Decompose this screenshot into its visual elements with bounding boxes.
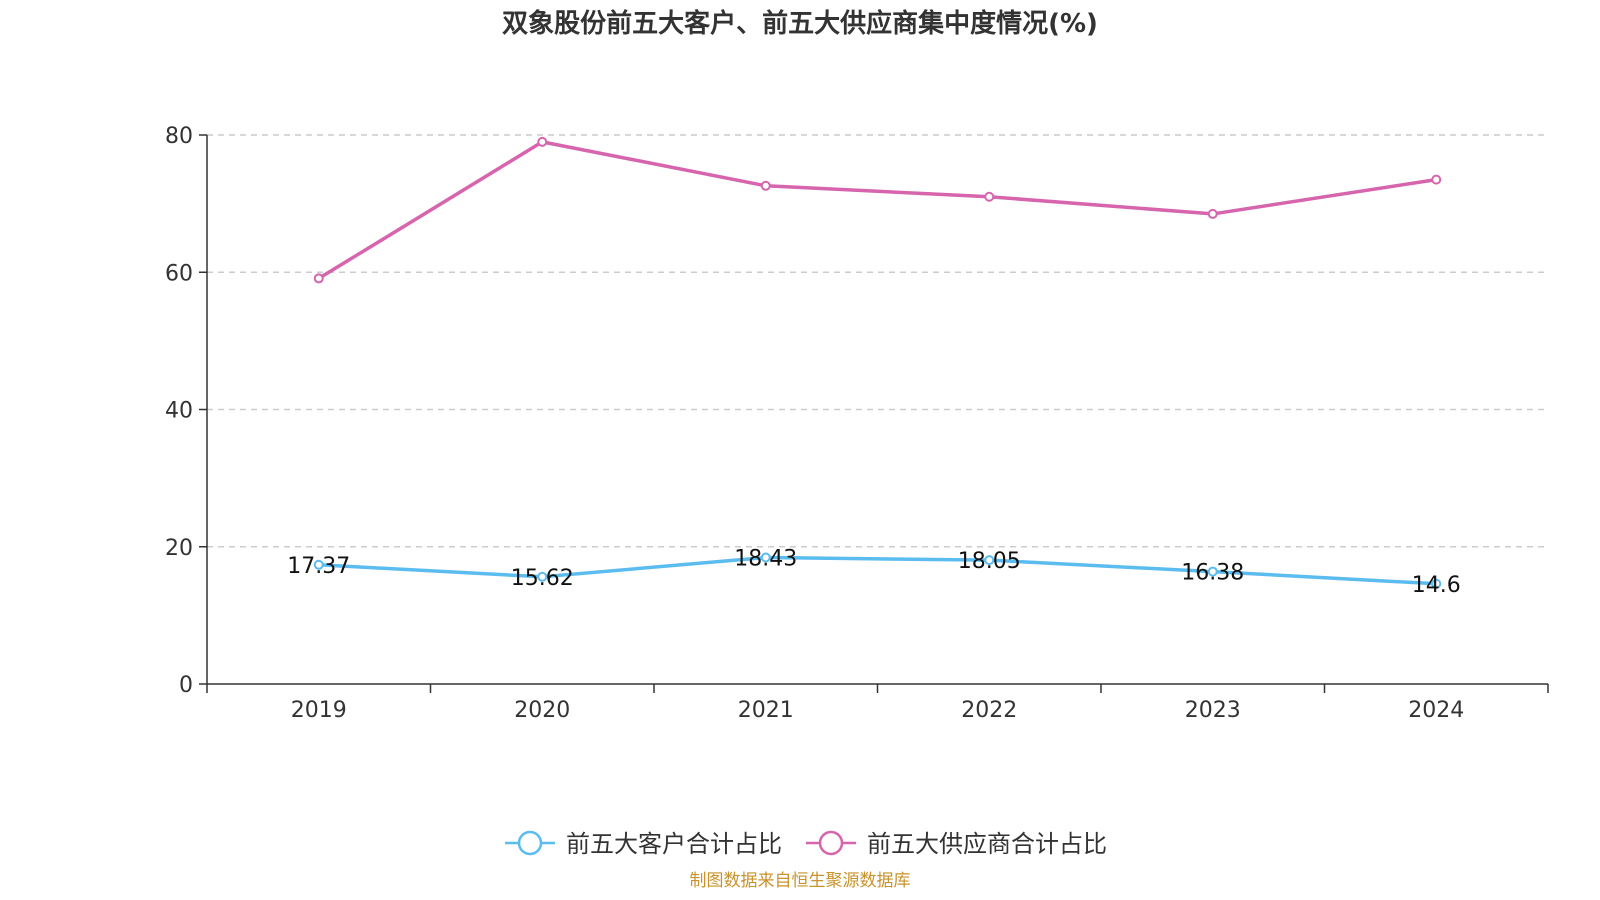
legend-marker (517, 830, 543, 856)
y-tick-label: 0 (179, 673, 193, 698)
data-point[interactable] (313, 273, 324, 284)
chart-title: 双象股份前五大客户、前五大供应商集中度情况(%) (502, 8, 1098, 39)
x-tick-label: 2024 (1408, 698, 1464, 723)
x-tick-label: 2023 (1185, 698, 1241, 723)
x-tick-label: 2022 (961, 698, 1017, 723)
source-note: 制图数据来自恒生聚源数据库 (690, 871, 911, 891)
grid-lines (207, 134, 1548, 548)
data-label: 18.05 (958, 549, 1021, 574)
data-label: 14.6 (1412, 573, 1461, 598)
data-point[interactable] (760, 552, 771, 563)
data-point[interactable] (537, 136, 548, 147)
y-tick-label: 80 (165, 124, 193, 149)
data-label: 16.38 (1181, 561, 1244, 586)
data-point[interactable] (984, 191, 995, 202)
axes: 0 20 40 60 80 2019 2020 2021 2022 2023 2024 (165, 124, 1549, 723)
series-line-1 (317, 140, 1437, 280)
data-label: 17.37 (287, 554, 350, 579)
legend-marker (818, 830, 844, 856)
y-tick-label: 60 (165, 261, 193, 286)
data-point[interactable] (1207, 208, 1218, 219)
legend-label: 前五大供应商合计占比 (867, 830, 1107, 858)
x-tick-label: 2020 (514, 698, 570, 723)
data-point[interactable] (984, 555, 995, 566)
data-point[interactable] (1431, 578, 1442, 589)
x-tick-label: 2021 (738, 698, 794, 723)
x-tick-label: 2019 (291, 698, 347, 723)
legend-label: 前五大客户合计占比 (566, 830, 782, 858)
data-point[interactable] (760, 180, 771, 191)
data-label: 15.62 (511, 566, 574, 591)
series-group (313, 136, 1442, 589)
series-line-0 (318, 555, 1437, 586)
data-point[interactable] (313, 559, 324, 570)
data-point[interactable] (1431, 174, 1442, 185)
data-labels: 17.37 15.62 18.43 18.05 16.38 14.6 (287, 547, 1460, 598)
legend[interactable]: 前五大客户合计占比 前五大供应商合计占比 (505, 830, 1107, 858)
data-point[interactable] (537, 571, 548, 582)
legend-item-0[interactable]: 前五大客户合计占比 (505, 830, 782, 858)
data-label: 18.43 (734, 547, 797, 572)
legend-item-1[interactable]: 前五大供应商合计占比 (806, 830, 1107, 858)
y-tick-label: 20 (165, 536, 193, 561)
y-tick-label: 40 (165, 399, 193, 424)
data-point[interactable] (1207, 566, 1218, 577)
